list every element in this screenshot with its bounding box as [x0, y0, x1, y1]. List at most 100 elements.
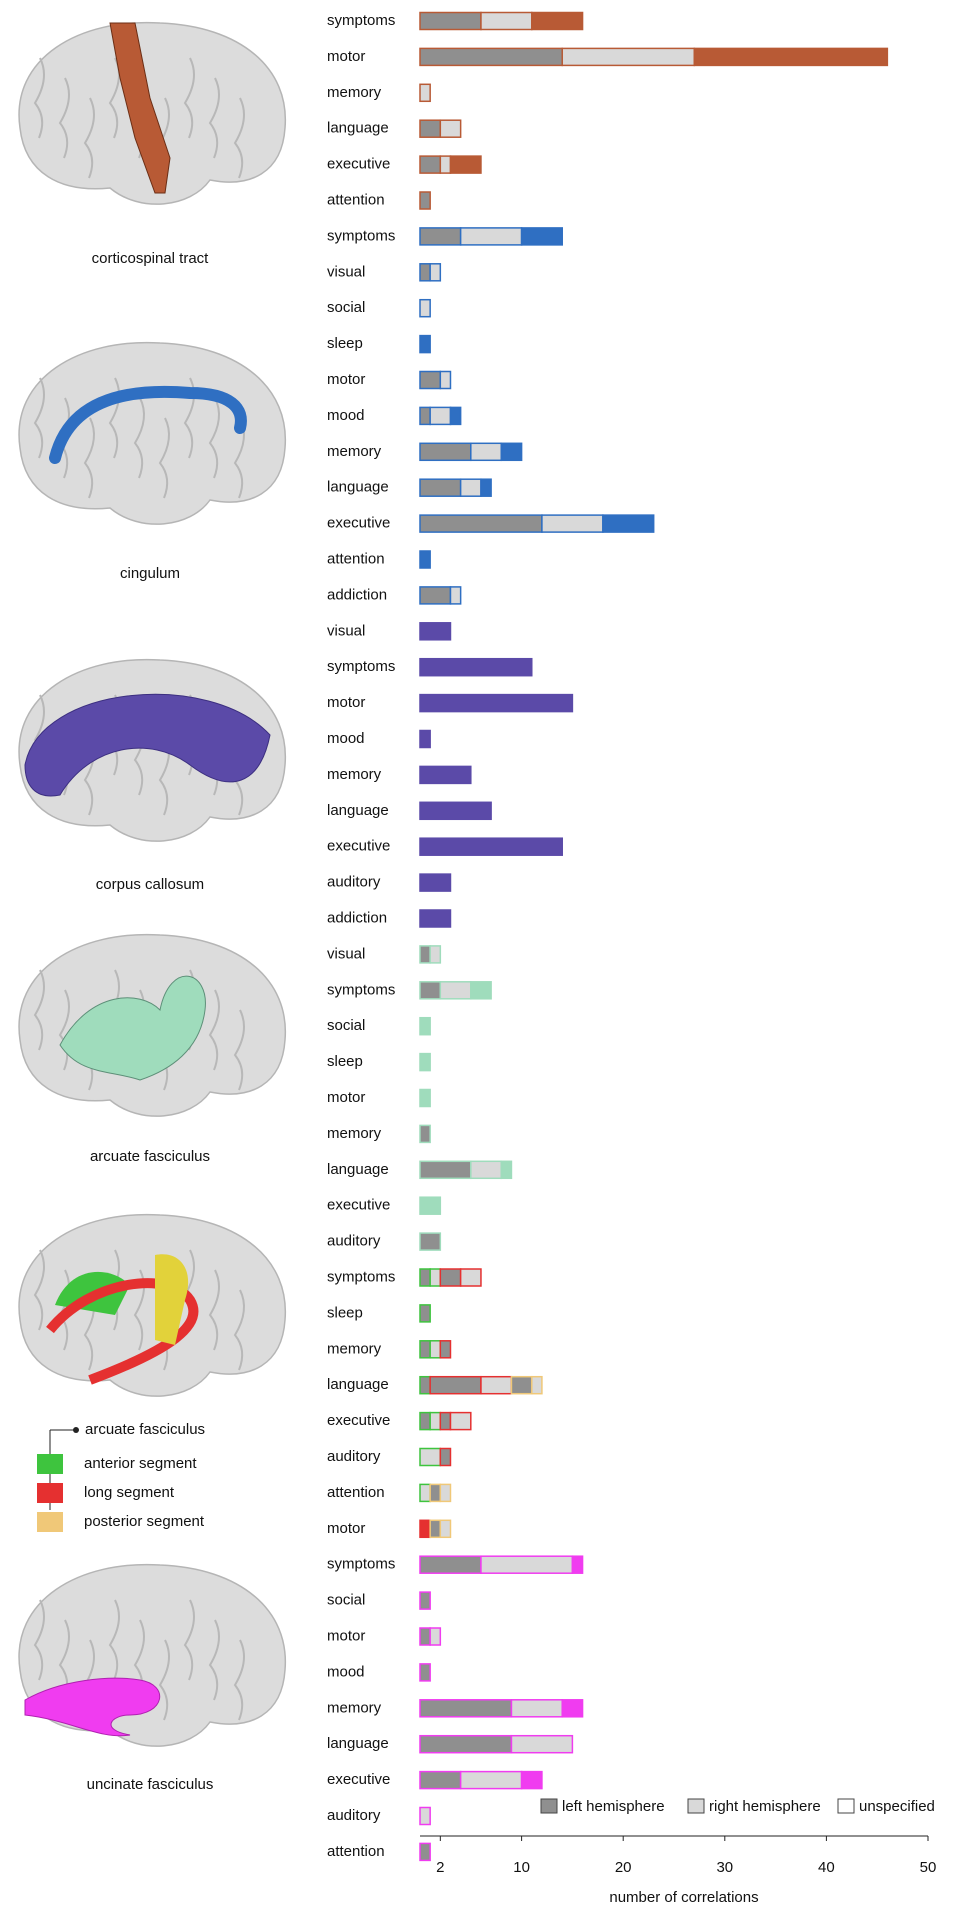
bar-segment: [440, 156, 450, 173]
category-label: mood: [327, 1663, 365, 1680]
category-label: language: [327, 802, 389, 819]
category-label: symptoms: [327, 658, 395, 675]
bar-segment: [511, 1700, 562, 1717]
category-label: language: [327, 479, 389, 496]
x-tick-label: 50: [920, 1859, 937, 1876]
legend-label: unspecified: [859, 1798, 935, 1815]
bar-segment: [420, 48, 562, 65]
tract-label: uncinate fasciculus: [87, 1776, 214, 1793]
bar-segment: [450, 587, 460, 604]
category-label: sleep: [327, 1304, 363, 1321]
bar-segment: [430, 407, 450, 424]
bar-segment: [603, 515, 654, 532]
chart: number of correlations corticospinal tra…: [0, 0, 954, 1921]
bar-segment: [420, 1233, 440, 1250]
tract-label: arcuate fasciculus: [90, 1148, 210, 1165]
bar-segment: [501, 443, 521, 460]
category-label: executive: [327, 1412, 390, 1429]
segment-legend-title: arcuate fasciculus: [85, 1421, 205, 1438]
bar-segment: [440, 982, 470, 999]
category-label: executive: [327, 838, 390, 855]
category-label: mood: [327, 730, 365, 747]
bar-segment: [450, 1413, 470, 1430]
category-label: auditory: [327, 1448, 381, 1465]
x-tick-label: 10: [513, 1859, 530, 1876]
category-label: symptoms: [327, 981, 395, 998]
bar-segment: [430, 264, 440, 281]
bar-segment: [420, 13, 481, 30]
bar-segment: [532, 13, 583, 30]
category-label: attention: [327, 550, 385, 567]
bar-segment: [420, 1269, 430, 1286]
category-label: memory: [327, 1340, 382, 1357]
category-label: addiction: [327, 586, 387, 603]
legend-swatch: [541, 1799, 557, 1813]
bar-segment: [440, 1413, 450, 1430]
legend-swatch: [37, 1454, 63, 1474]
bar-segment: [420, 156, 440, 173]
bar-segment: [481, 13, 532, 30]
bar-segment: [420, 695, 572, 712]
bar-segment: [420, 1736, 511, 1753]
bar-segment: [461, 1269, 481, 1286]
bar-segment: [420, 623, 450, 640]
legend-label: anterior segment: [84, 1455, 197, 1472]
category-label: memory: [327, 1125, 382, 1142]
bar-segment: [430, 1341, 440, 1358]
legend-swatch: [838, 1799, 854, 1813]
tract-label: corticospinal tract: [92, 250, 210, 267]
bar-segment: [420, 120, 440, 137]
bar-segment: [461, 1772, 522, 1789]
bar-segment: [420, 1520, 430, 1537]
bar-segment: [420, 1054, 430, 1071]
bar-segment: [420, 479, 461, 496]
bar-segment: [481, 1556, 572, 1573]
category-label: motor: [327, 1520, 365, 1537]
category-label: symptoms: [327, 1556, 395, 1573]
bar-segment: [420, 1341, 430, 1358]
category-label: symptoms: [327, 12, 395, 29]
bar-segment: [420, 1305, 430, 1322]
bar-segment: [420, 1161, 471, 1178]
bar-segment: [420, 443, 471, 460]
bar-segment: [420, 1090, 430, 1107]
bar-segment: [420, 84, 430, 101]
bar-segment: [420, 1700, 511, 1717]
bar-segment: [420, 1843, 430, 1860]
x-tick-label: 30: [716, 1859, 733, 1876]
bar-segment: [471, 1161, 501, 1178]
bar-segment: [461, 228, 522, 245]
bar-segment: [430, 1269, 440, 1286]
category-label: executive: [327, 1771, 390, 1788]
bar-segment: [420, 587, 450, 604]
legend-label: right hemisphere: [709, 1798, 821, 1815]
bar-segment: [562, 48, 694, 65]
category-label: language: [327, 1376, 389, 1393]
bar-segment: [420, 192, 430, 209]
category-label: sleep: [327, 1053, 363, 1070]
legend-swatch: [37, 1512, 63, 1532]
bar-segment: [572, 1556, 582, 1573]
tract-label: cingulum: [120, 565, 180, 582]
bar-segment: [522, 1772, 542, 1789]
bar-segment: [461, 479, 481, 496]
category-label: symptoms: [327, 227, 395, 244]
bar-segment: [532, 1377, 542, 1394]
bar-segment: [420, 407, 430, 424]
bar-segment: [420, 659, 532, 676]
bar-segment: [420, 1808, 430, 1825]
bar-segment: [420, 874, 450, 891]
bar-segment: [420, 1664, 430, 1681]
category-label: symptoms: [327, 1268, 395, 1285]
bar-segment: [420, 515, 542, 532]
bar-segment: [481, 479, 491, 496]
category-label: mood: [327, 407, 365, 424]
brain-illustration: [19, 660, 285, 842]
bar-segment: [420, 1125, 430, 1142]
bar-segment: [542, 515, 603, 532]
bar-segment: [420, 1413, 430, 1430]
bar-segment: [420, 336, 430, 353]
bar-segment: [430, 946, 440, 963]
legend-label: left hemisphere: [562, 1798, 665, 1815]
bar-segment: [430, 1413, 440, 1430]
